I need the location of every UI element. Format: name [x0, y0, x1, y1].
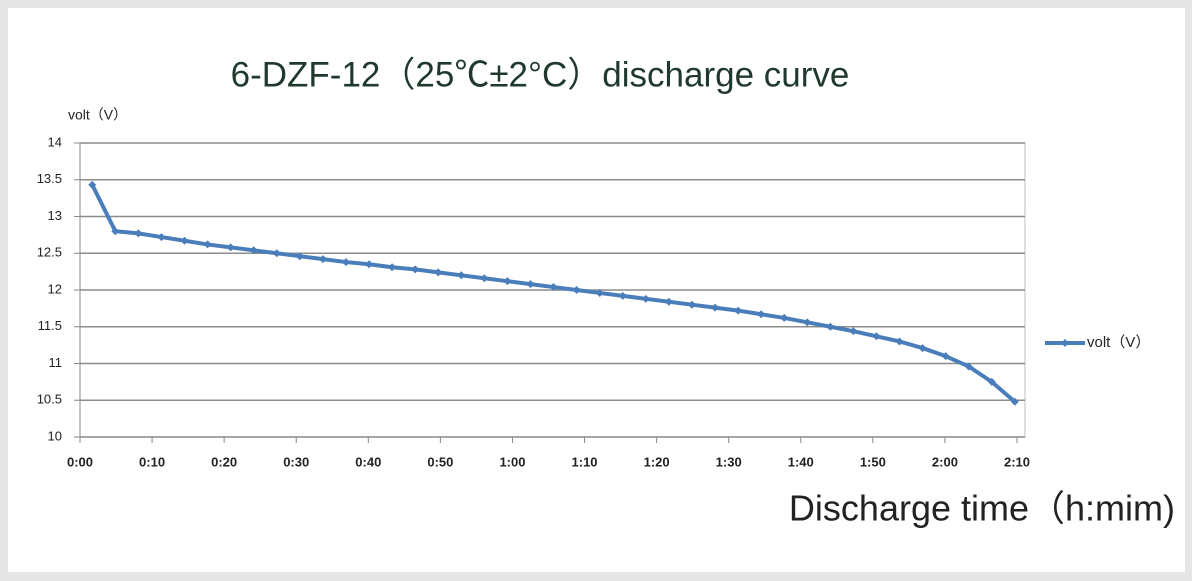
y-tick-label: 10	[48, 428, 62, 443]
point	[803, 318, 812, 327]
legend-marker	[1061, 339, 1069, 347]
point	[434, 268, 443, 277]
point	[595, 288, 604, 297]
x-tick-label: 1:50	[860, 454, 886, 469]
point	[964, 362, 973, 371]
point	[203, 240, 212, 249]
x-tick-label: 0:20	[211, 454, 237, 469]
x-tick-label: 2:00	[932, 454, 958, 469]
x-tick-label: 1:20	[644, 454, 670, 469]
point	[341, 258, 350, 267]
x-tick-label: 1:40	[788, 454, 814, 469]
x-axis-label: Discharge time（h:mim)	[789, 488, 1175, 529]
point	[480, 274, 489, 283]
point	[365, 260, 374, 269]
point	[1010, 397, 1019, 406]
point	[134, 229, 143, 238]
y-tick-label: 11	[49, 355, 63, 370]
point	[618, 291, 627, 300]
point	[318, 255, 327, 264]
point	[457, 271, 466, 280]
y-axis-label: volt（V）	[68, 107, 127, 123]
point	[111, 227, 120, 236]
x-tick-label: 0:30	[283, 454, 309, 469]
chart-title: 6-DZF-12（25℃±2°C）discharge curve	[231, 55, 850, 94]
point	[941, 352, 950, 361]
point	[180, 236, 189, 245]
y-tick-label: 12	[48, 281, 62, 296]
point	[157, 233, 166, 242]
y-tick-label: 11.5	[38, 318, 62, 333]
x-tick-label: 0:10	[139, 454, 165, 469]
point	[757, 310, 766, 319]
x-tick-label: 1:10	[572, 454, 598, 469]
point	[849, 327, 858, 336]
point	[872, 332, 881, 341]
legend-label: volt（V）	[1087, 334, 1150, 351]
point	[918, 344, 927, 353]
point	[664, 297, 673, 306]
point	[826, 322, 835, 331]
point	[710, 303, 719, 312]
point	[226, 243, 235, 252]
point	[987, 377, 996, 386]
point	[734, 306, 743, 315]
point	[249, 246, 258, 255]
y-tick-label: 13	[48, 208, 62, 223]
y-tick-label: 13.5	[37, 171, 62, 186]
point	[687, 300, 696, 309]
point	[295, 252, 304, 261]
x-tick-label: 0:40	[355, 454, 381, 469]
point	[88, 180, 97, 189]
x-tick-label: 1:00	[499, 454, 525, 469]
point	[272, 249, 281, 258]
point	[572, 286, 581, 294]
point	[641, 294, 650, 303]
point	[503, 277, 512, 286]
point	[895, 337, 904, 346]
x-tick-label: 2:10	[1004, 454, 1030, 469]
y-tick-label: 12.5	[37, 245, 62, 260]
point	[411, 265, 420, 274]
y-tick-label: 14	[48, 134, 62, 149]
point	[388, 263, 397, 272]
point	[549, 283, 558, 292]
point	[526, 280, 535, 289]
point	[780, 313, 789, 322]
x-tick-label: 0:00	[67, 454, 93, 469]
x-tick-label: 0:50	[427, 454, 453, 469]
y-tick-label: 10.5	[37, 392, 62, 407]
x-tick-label: 1:30	[716, 454, 742, 469]
